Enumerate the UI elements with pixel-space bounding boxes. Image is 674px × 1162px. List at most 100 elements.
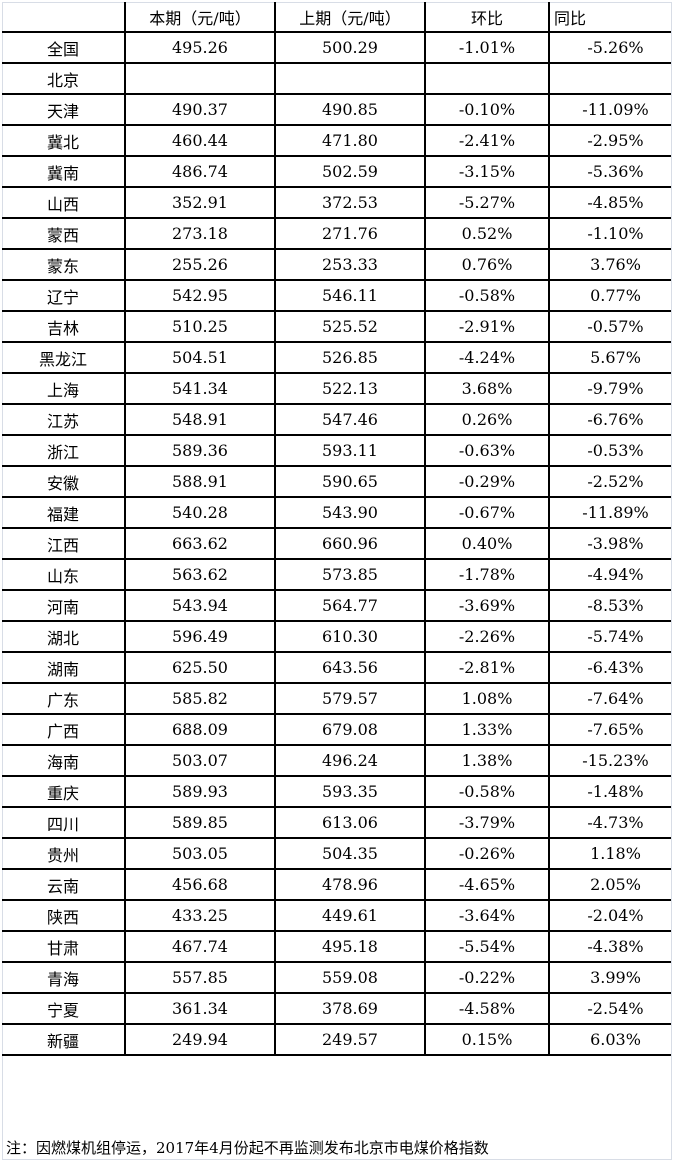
table-row: 蒙东 255.26 253.33 0.76% 3.76% [2, 248, 671, 281]
cell-mom-change: -3.64% [424, 899, 550, 932]
table-row: 湖北 596.49 610.30 -2.26% -5.74% [2, 620, 671, 653]
cell-region: 新疆 [2, 1023, 126, 1056]
cell-previous-price: 525.52 [274, 310, 426, 343]
table-row: 北京 [2, 62, 671, 95]
cell-current-price: 467.74 [124, 930, 276, 963]
cell-mom-change: -4.58% [424, 992, 550, 1025]
cell-current-price: 596.49 [124, 620, 276, 653]
table-row: 蒙西 273.18 271.76 0.52% -1.10% [2, 217, 671, 250]
cell-previous-price [274, 62, 426, 95]
table-row: 河南 543.94 564.77 -3.69% -8.53% [2, 589, 671, 622]
table-row: 云南 456.68 478.96 -4.65% 2.05% [2, 868, 671, 901]
cell-mom-change: 1.33% [424, 713, 550, 746]
table-row: 浙江 589.36 593.11 -0.63% -0.53% [2, 434, 671, 467]
cell-mom-change: -0.26% [424, 837, 550, 870]
cell-current-price: 486.74 [124, 155, 276, 188]
cell-region: 浙江 [2, 434, 126, 467]
table-row: 陕西 433.25 449.61 -3.64% -2.04% [2, 899, 671, 932]
cell-current-price: 588.91 [124, 465, 276, 498]
cell-region: 蒙西 [2, 217, 126, 250]
cell-mom-change: 1.38% [424, 744, 550, 777]
cell-current-price: 510.25 [124, 310, 276, 343]
cell-region: 全国 [2, 31, 126, 64]
cell-region: 甘肃 [2, 930, 126, 963]
cell-current-price: 557.85 [124, 961, 276, 994]
cell-current-price: 625.50 [124, 651, 276, 684]
table-row: 四川 589.85 613.06 -3.79% -4.73% [2, 806, 671, 839]
cell-region: 四川 [2, 806, 126, 839]
cell-current-price: 589.85 [124, 806, 276, 839]
cell-yoy-change: -1.48% [548, 775, 671, 808]
cell-previous-price: 593.11 [274, 434, 426, 467]
cell-mom-change: -1.01% [424, 31, 550, 64]
cell-yoy-change: -1.10% [548, 217, 671, 250]
header-yoy: 同比 [548, 2, 671, 33]
cell-yoy-change: -6.76% [548, 403, 671, 436]
cell-yoy-change: -4.73% [548, 806, 671, 839]
cell-mom-change: -3.15% [424, 155, 550, 188]
table-row: 全国 495.26 500.29 -1.01% -5.26% [2, 31, 671, 64]
cell-region: 北京 [2, 62, 126, 95]
cell-mom-change: -0.63% [424, 434, 550, 467]
cell-region: 吉林 [2, 310, 126, 343]
cell-region: 黑龙江 [2, 341, 126, 374]
cell-region: 江苏 [2, 403, 126, 436]
cell-region: 云南 [2, 868, 126, 901]
cell-region: 广东 [2, 682, 126, 715]
header-row: 本期（元/吨） 上期（元/吨） 环比 同比 [2, 2, 671, 33]
cell-yoy-change: -2.95% [548, 124, 671, 157]
cell-current-price: 541.34 [124, 372, 276, 405]
cell-current-price [124, 62, 276, 95]
header-previous: 上期（元/吨） [274, 2, 426, 33]
cell-previous-price: 372.53 [274, 186, 426, 219]
cell-region: 贵州 [2, 837, 126, 870]
table-row: 海南 503.07 496.24 1.38% -15.23% [2, 744, 671, 777]
cell-previous-price: 502.59 [274, 155, 426, 188]
cell-previous-price: 526.85 [274, 341, 426, 374]
cell-mom-change: -0.22% [424, 961, 550, 994]
table-row: 新疆 249.94 249.57 0.15% 6.03% [2, 1023, 671, 1056]
cell-yoy-change: -7.64% [548, 682, 671, 715]
cell-region: 湖南 [2, 651, 126, 684]
cell-previous-price: 378.69 [274, 992, 426, 1025]
cell-previous-price: 610.30 [274, 620, 426, 653]
cell-previous-price: 660.96 [274, 527, 426, 560]
cell-current-price: 589.93 [124, 775, 276, 808]
cell-mom-change: -2.91% [424, 310, 550, 343]
cell-yoy-change: -5.36% [548, 155, 671, 188]
cell-mom-change: 0.76% [424, 248, 550, 281]
table-row: 山西 352.91 372.53 -5.27% -4.85% [2, 186, 671, 219]
cell-current-price: 273.18 [124, 217, 276, 250]
cell-region: 天津 [2, 93, 126, 126]
cell-mom-change: 0.15% [424, 1023, 550, 1056]
cell-previous-price: 504.35 [274, 837, 426, 870]
cell-yoy-change: -11.89% [548, 496, 671, 529]
cell-previous-price: 490.85 [274, 93, 426, 126]
cell-yoy-change: -2.04% [548, 899, 671, 932]
cell-previous-price: 593.35 [274, 775, 426, 808]
cell-previous-price: 478.96 [274, 868, 426, 901]
table-row: 上海 541.34 522.13 3.68% -9.79% [2, 372, 671, 405]
table-row: 甘肃 467.74 495.18 -5.54% -4.38% [2, 930, 671, 963]
cell-current-price: 433.25 [124, 899, 276, 932]
table-row: 安徽 588.91 590.65 -0.29% -2.52% [2, 465, 671, 498]
cell-mom-change: 0.40% [424, 527, 550, 560]
cell-current-price: 543.94 [124, 589, 276, 622]
cell-yoy-change: -2.54% [548, 992, 671, 1025]
cell-current-price: 542.95 [124, 279, 276, 312]
cell-region: 安徽 [2, 465, 126, 498]
cell-current-price: 503.05 [124, 837, 276, 870]
table-row: 辽宁 542.95 546.11 -0.58% 0.77% [2, 279, 671, 312]
table-row: 江苏 548.91 547.46 0.26% -6.76% [2, 403, 671, 436]
cell-yoy-change: 3.76% [548, 248, 671, 281]
cell-region: 重庆 [2, 775, 126, 808]
cell-yoy-change: 0.77% [548, 279, 671, 312]
coal-price-table: 本期（元/吨） 上期（元/吨） 环比 同比 全国 495.26 500.29 -1.0… [2, 2, 671, 1056]
cell-current-price: 563.62 [124, 558, 276, 591]
cell-mom-change: -5.54% [424, 930, 550, 963]
cell-previous-price: 253.33 [274, 248, 426, 281]
cell-previous-price: 249.57 [274, 1023, 426, 1056]
cell-previous-price: 546.11 [274, 279, 426, 312]
table-row: 吉林 510.25 525.52 -2.91% -0.57% [2, 310, 671, 343]
cell-mom-change: -0.10% [424, 93, 550, 126]
